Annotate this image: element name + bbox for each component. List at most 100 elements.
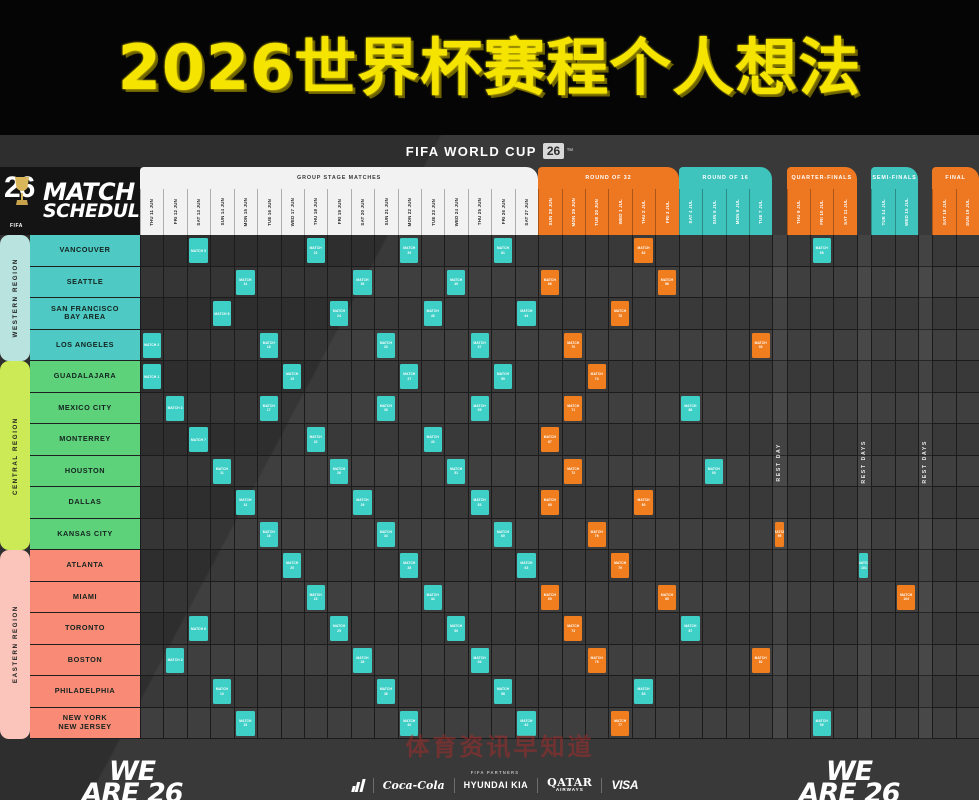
- match-cell[interactable]: MATCH 36: [376, 679, 396, 705]
- city-row-label[interactable]: MONTERREY: [30, 424, 140, 456]
- match-cell[interactable]: MATCH 51: [447, 458, 466, 484]
- date-header-cell[interactable]: THU 9 JUL: [786, 189, 811, 235]
- match-cell[interactable]: MATCH 67: [540, 427, 559, 453]
- city-row-label[interactable]: BOSTON: [30, 644, 140, 676]
- match-cell[interactable]: MATCH 49: [447, 269, 466, 295]
- match-cell[interactable]: MATCH 69: [540, 584, 559, 610]
- match-cell[interactable]: MATCH 11: [212, 458, 232, 484]
- city-row-label[interactable]: ATLANTA: [30, 550, 140, 582]
- city-row-label[interactable]: LOS ANGELES: [30, 329, 140, 361]
- date-header-cell[interactable]: TUE 14 JUL: [871, 189, 895, 235]
- match-cell[interactable]: MATCH 43: [423, 427, 442, 453]
- match-cell[interactable]: MATCH 66: [540, 269, 559, 295]
- match-cell[interactable]: MATCH 82: [634, 238, 653, 264]
- match-cell[interactable]: MATCH 23: [306, 584, 325, 610]
- match-cell[interactable]: MATCH 24: [329, 301, 349, 327]
- match-cell[interactable]: MATCH 26: [329, 458, 349, 484]
- match-cell[interactable]: MATCH 18: [259, 332, 278, 358]
- city-row-label[interactable]: DALLAS: [30, 487, 140, 519]
- match-cell[interactable]: MATCH 22: [306, 427, 325, 453]
- match-cell[interactable]: MATCH 86: [657, 269, 677, 295]
- match-cell[interactable]: MATCH 58: [493, 679, 513, 705]
- date-header-cell[interactable]: MON 15 JUN: [233, 189, 258, 235]
- date-header-cell[interactable]: THU 18 JUN: [303, 189, 328, 235]
- date-header-cell[interactable]: TUE 23 JUN: [421, 189, 445, 235]
- match-cell[interactable]: MATCH 57: [470, 332, 489, 358]
- match-cell[interactable]: MATCH 20: [283, 553, 302, 579]
- match-cell[interactable]: MATCH 74: [587, 364, 606, 390]
- city-row-label[interactable]: SEATTLE: [30, 266, 140, 298]
- match-cell[interactable]: MATCH 29: [353, 490, 372, 516]
- match-cell[interactable]: MATCH 45: [423, 301, 442, 327]
- date-header-cell[interactable]: MON 6 JUL: [725, 189, 749, 235]
- city-row-label[interactable]: MEXICO CITY: [30, 392, 140, 424]
- city-row-label[interactable]: KANSAS CITY: [30, 518, 140, 550]
- date-header-cell[interactable]: FRI 3 JUL: [655, 189, 679, 235]
- match-cell[interactable]: MATCH 87: [681, 616, 700, 642]
- date-header-cell[interactable]: WED 1 JUL: [608, 189, 632, 235]
- city-row-label[interactable]: PHILADELPHIA: [30, 676, 140, 708]
- city-row-label[interactable]: NEW YORK NEW JERSEY: [30, 707, 140, 739]
- date-header-cell[interactable]: THU 11 JUN: [140, 189, 164, 235]
- date-header-cell[interactable]: SAT 27 JUN: [514, 189, 539, 235]
- match-cell[interactable]: MATCH 13: [236, 490, 255, 516]
- match-cell[interactable]: MATCH 19: [283, 364, 302, 390]
- match-cell[interactable]: MATCH 17: [259, 395, 278, 421]
- match-cell[interactable]: MATCH 90: [704, 458, 723, 484]
- match-cell[interactable]: MATCH 61: [493, 238, 513, 264]
- date-header-cell[interactable]: SUN 28 JUN: [538, 189, 562, 235]
- date-header-cell[interactable]: SUN 14 JUN: [210, 189, 234, 235]
- date-header-cell[interactable]: SAT 18 JUL: [932, 189, 956, 235]
- match-cell[interactable]: MATCH 53: [470, 490, 489, 516]
- match-cell[interactable]: MATCH 50: [447, 616, 466, 642]
- match-cell[interactable]: MATCH 5: [189, 238, 208, 264]
- match-cell[interactable]: MATCH 30: [353, 269, 372, 295]
- match-cell[interactable]: MATCH 73: [564, 616, 583, 642]
- date-header-cell[interactable]: SAT 13 JUN: [186, 189, 211, 235]
- date-header-cell[interactable]: SAT 20 JUN: [350, 189, 375, 235]
- match-cell[interactable]: MATCH 54: [470, 647, 489, 673]
- match-cell[interactable]: MATCH 7: [189, 427, 208, 453]
- match-cell[interactable]: MATCH 4: [166, 647, 185, 673]
- match-cell[interactable]: MATCH 79: [611, 553, 630, 579]
- match-cell[interactable]: MATCH 2: [142, 332, 161, 358]
- match-cell[interactable]: MATCH 16: [259, 521, 278, 547]
- match-cell[interactable]: MATCH 55: [470, 395, 489, 421]
- match-cell[interactable]: MATCH 77: [611, 710, 630, 736]
- city-row-label[interactable]: GUADALAJARA: [30, 361, 140, 393]
- date-header-cell[interactable]: FRI 12 JUN: [163, 189, 187, 235]
- match-cell[interactable]: MATCH 63: [517, 553, 536, 579]
- match-cell[interactable]: MATCH 85: [657, 584, 677, 610]
- match-cell[interactable]: MATCH 37: [400, 364, 419, 390]
- match-cell[interactable]: MATCH 71: [564, 395, 583, 421]
- match-cell[interactable]: MATCH 44: [423, 584, 442, 610]
- match-cell[interactable]: MATCH 38: [400, 553, 419, 579]
- match-cell[interactable]: MATCH 10: [212, 679, 232, 705]
- match-cell[interactable]: MATCH 72: [564, 458, 583, 484]
- date-header-cell[interactable]: FRI 26 JUN: [491, 189, 515, 235]
- match-cell[interactable]: MATCH 75: [587, 647, 606, 673]
- match-cell[interactable]: MATCH 40: [400, 710, 419, 736]
- match-cell[interactable]: MATCH 1: [142, 364, 161, 390]
- match-cell[interactable]: MATCH 70: [564, 332, 583, 358]
- date-header-cell[interactable]: SUN 19 JUL: [955, 189, 979, 235]
- date-header-cell[interactable]: WED 17 JUN: [280, 189, 304, 235]
- match-cell[interactable]: MATCH 3: [166, 395, 185, 421]
- date-header-cell[interactable]: SAT 11 JUL: [833, 189, 857, 235]
- date-header-cell[interactable]: FRI 10 JUL: [810, 189, 834, 235]
- city-row-label[interactable]: TORONTO: [30, 613, 140, 645]
- city-row-label[interactable]: VANCOUVER: [30, 235, 140, 267]
- match-cell[interactable]: MATCH 99: [812, 710, 831, 736]
- date-header-cell[interactable]: SAT 4 JUL: [678, 189, 703, 235]
- match-cell[interactable]: MATCH 60: [493, 521, 513, 547]
- match-cell[interactable]: MATCH 15: [236, 710, 255, 736]
- date-header-cell[interactable]: MON 29 JUN: [561, 189, 586, 235]
- date-header-cell[interactable]: FRI 19 JUN: [327, 189, 351, 235]
- match-cell[interactable]: MATCH 92: [751, 647, 770, 673]
- match-cell[interactable]: MATCH 21: [306, 238, 325, 264]
- match-cell[interactable]: MATCH 62: [517, 710, 536, 736]
- match-cell[interactable]: MATCH 83: [634, 679, 653, 705]
- match-cell[interactable]: MATCH 33: [376, 332, 396, 358]
- match-cell[interactable]: MATCH 35: [376, 395, 396, 421]
- match-cell[interactable]: MATCH 78: [611, 301, 630, 327]
